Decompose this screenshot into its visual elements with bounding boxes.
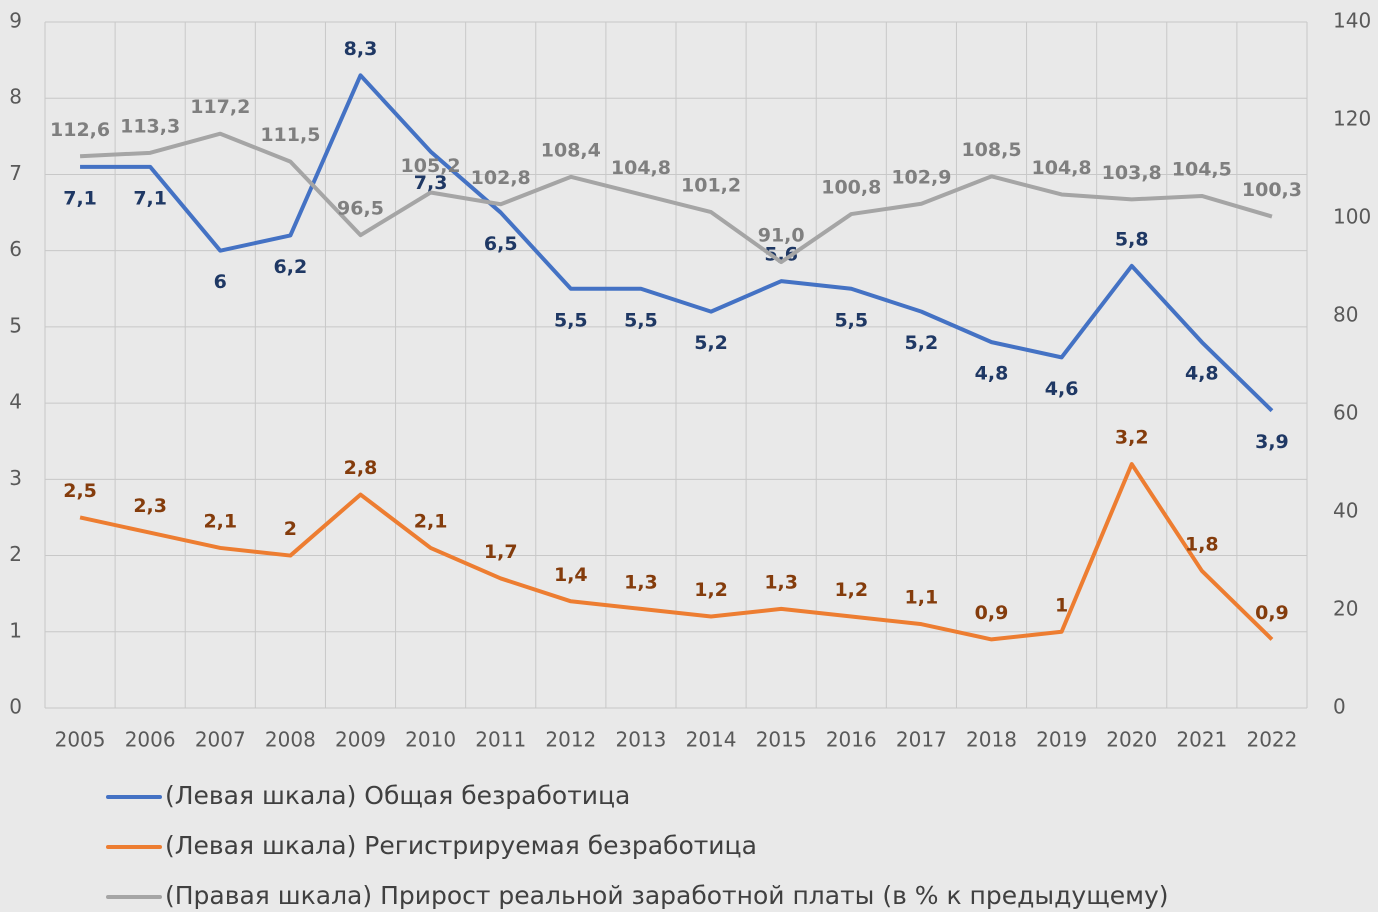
data-label: 6,2 xyxy=(274,256,308,278)
data-label: 105,2 xyxy=(401,155,461,177)
data-label: 5,5 xyxy=(834,309,868,331)
legend-label: (Левая шкала) Регистрируемая безработица xyxy=(165,831,757,860)
data-label: 5,2 xyxy=(905,332,939,354)
series-line xyxy=(79,462,1274,642)
data-label: 111,5 xyxy=(260,124,320,146)
y-tick-label: 6 xyxy=(9,237,22,261)
series-line xyxy=(79,131,1273,265)
y2-tick-label: 0 xyxy=(1333,695,1346,719)
data-label: 102,8 xyxy=(471,167,531,189)
series-line xyxy=(80,73,1274,413)
data-label: 96,5 xyxy=(337,198,384,220)
data-label: 117,2 xyxy=(190,96,250,118)
legend-label: (Правая шкала) Прирост реальной заработн… xyxy=(165,881,1169,910)
y2-tick-label: 100 xyxy=(1333,205,1371,229)
data-label: 2,3 xyxy=(133,495,167,517)
x-tick-label: 2020 xyxy=(1106,728,1157,752)
y-tick-label: 7 xyxy=(9,161,22,185)
y-tick-label: 3 xyxy=(9,466,22,490)
x-tick-label: 2018 xyxy=(966,728,1017,752)
y2-tick-label: 40 xyxy=(1333,499,1358,523)
data-label: 2,8 xyxy=(344,457,378,479)
data-label: 4,8 xyxy=(1185,363,1219,385)
x-tick-label: 2007 xyxy=(195,728,246,752)
data-label: 5,5 xyxy=(624,309,658,331)
data-label: 6 xyxy=(214,271,227,293)
data-label: 2,1 xyxy=(414,510,448,532)
x-tick-label: 2021 xyxy=(1176,728,1227,752)
x-tick-label: 2005 xyxy=(55,728,106,752)
data-label: 1,2 xyxy=(694,579,728,601)
data-label: 101,2 xyxy=(681,175,741,197)
data-label: 1,8 xyxy=(1185,533,1219,555)
data-label: 1,7 xyxy=(484,541,518,563)
data-label: 113,3 xyxy=(120,115,180,137)
y-tick-label: 1 xyxy=(9,618,22,642)
x-tick-label: 2009 xyxy=(335,728,386,752)
data-label: 2,5 xyxy=(63,480,97,502)
data-label: 1,1 xyxy=(905,587,939,609)
data-label: 7,1 xyxy=(133,187,167,209)
x-tick-label: 2010 xyxy=(405,728,456,752)
y-tick-label: 0 xyxy=(9,695,22,719)
data-label: 5,6 xyxy=(764,244,798,266)
x-tick-label: 2011 xyxy=(475,728,526,752)
data-label: 2,1 xyxy=(203,510,237,532)
x-tick-label: 2008 xyxy=(265,728,316,752)
y-tick-label: 8 xyxy=(9,85,22,109)
data-label: 1,2 xyxy=(834,579,868,601)
x-tick-label: 2015 xyxy=(756,728,807,752)
y-tick-label: 5 xyxy=(9,313,22,337)
y2-tick-label: 140 xyxy=(1333,9,1371,33)
data-label: 1 xyxy=(1055,594,1068,616)
data-label: 0,9 xyxy=(975,602,1009,624)
y2-tick-label: 60 xyxy=(1333,401,1358,425)
data-label: 1,3 xyxy=(624,571,658,593)
x-tick-label: 2014 xyxy=(686,728,737,752)
data-label: 5,8 xyxy=(1115,228,1149,250)
data-label: 2 xyxy=(284,518,297,540)
data-label: 104,5 xyxy=(1172,158,1232,180)
x-tick-label: 2017 xyxy=(896,728,947,752)
data-label: 100,3 xyxy=(1242,179,1302,201)
data-label: 3,2 xyxy=(1115,427,1149,449)
data-label: 108,5 xyxy=(961,139,1021,161)
data-label: 100,8 xyxy=(821,177,881,199)
y-tick-label: 2 xyxy=(9,542,22,566)
y2-tick-label: 120 xyxy=(1333,107,1371,131)
data-label: 112,6 xyxy=(50,119,110,141)
legend-label: (Левая шкала) Общая безработица xyxy=(165,781,630,810)
data-label: 1,3 xyxy=(764,571,798,593)
data-label: 104,8 xyxy=(1032,157,1092,179)
x-tick-label: 2012 xyxy=(545,728,596,752)
data-label: 108,4 xyxy=(541,139,601,161)
data-label: 104,8 xyxy=(611,157,671,179)
data-label: 3,9 xyxy=(1255,431,1289,453)
data-label: 7,3 xyxy=(414,172,448,194)
y2-tick-label: 20 xyxy=(1333,597,1358,621)
data-label: 8,3 xyxy=(344,38,378,60)
x-tick-label: 2006 xyxy=(125,728,176,752)
data-label: 4,8 xyxy=(975,363,1009,385)
data-label: 103,8 xyxy=(1102,162,1162,184)
x-tick-label: 2013 xyxy=(615,728,666,752)
x-tick-label: 2016 xyxy=(826,728,877,752)
y-tick-label: 4 xyxy=(9,390,22,414)
data-label: 102,9 xyxy=(891,166,951,188)
y2-tick-label: 80 xyxy=(1333,303,1358,327)
data-label: 5,2 xyxy=(694,332,728,354)
data-label: 1,4 xyxy=(554,564,588,586)
x-tick-label: 2022 xyxy=(1246,728,1297,752)
data-label: 91,0 xyxy=(758,225,805,247)
data-label: 5,5 xyxy=(554,309,588,331)
x-tick-label: 2019 xyxy=(1036,728,1087,752)
data-label: 6,5 xyxy=(484,233,518,255)
y-tick-label: 9 xyxy=(9,9,22,33)
data-label: 4,6 xyxy=(1045,378,1079,400)
data-label: 0,9 xyxy=(1255,602,1289,624)
data-label: 7,1 xyxy=(63,187,97,209)
